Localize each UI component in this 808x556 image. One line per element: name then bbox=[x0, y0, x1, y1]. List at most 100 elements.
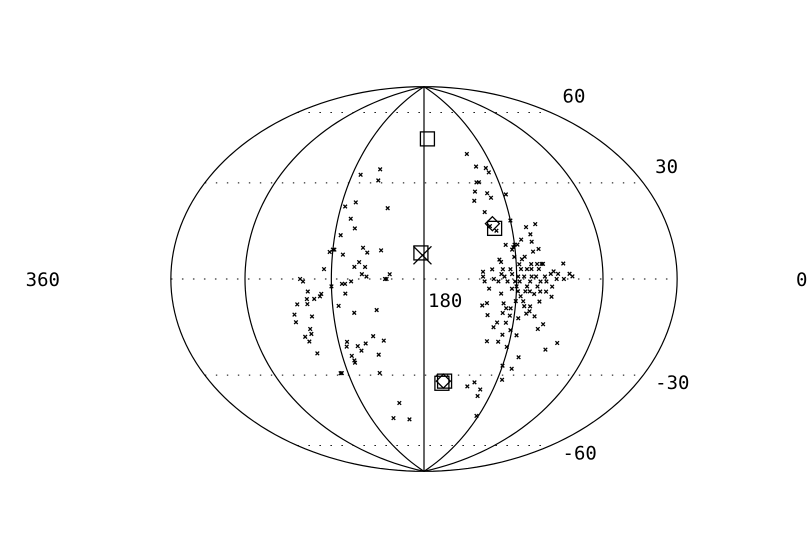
point-x-small-9 bbox=[472, 198, 477, 204]
point-x-small-59 bbox=[512, 279, 518, 284]
point-x-small-115 bbox=[516, 355, 521, 360]
point-x-small-56 bbox=[538, 279, 543, 284]
point-x-small-17 bbox=[321, 266, 327, 272]
point-x-small-113 bbox=[500, 363, 505, 368]
point-x-small-30 bbox=[300, 279, 306, 284]
point-x-small-108 bbox=[472, 380, 477, 385]
point-x-small-96 bbox=[540, 322, 546, 327]
point-x-small-22 bbox=[382, 276, 388, 282]
point-x-small-34 bbox=[518, 266, 524, 272]
point-x-small-44 bbox=[309, 331, 314, 337]
point-x-small-112 bbox=[474, 413, 479, 419]
point-x-small-65 bbox=[351, 310, 357, 316]
point-x-small-12 bbox=[364, 250, 370, 255]
tick-labels: 360 180 0 60 30 -30 -60 bbox=[26, 85, 808, 464]
point-x-small-43 bbox=[307, 326, 313, 332]
point-x-small-39 bbox=[548, 271, 554, 277]
point-x-small-118 bbox=[529, 239, 534, 244]
point-x-small-122 bbox=[503, 242, 508, 248]
point-square-3 bbox=[486, 220, 503, 237]
point-x-small-53 bbox=[554, 276, 559, 282]
point-x-small-56 bbox=[352, 360, 358, 365]
point-x-small-2 bbox=[342, 204, 348, 209]
point-x-small-48 bbox=[515, 274, 521, 279]
point-x-small-15 bbox=[362, 264, 368, 270]
point-x-small-84 bbox=[527, 304, 533, 309]
point-x-small-67 bbox=[509, 286, 515, 292]
point-x-small-35 bbox=[508, 266, 513, 272]
point-x-small-102 bbox=[485, 312, 490, 318]
point-x-large-0 bbox=[412, 245, 432, 265]
point-x-small-103 bbox=[535, 326, 541, 332]
point-diamond-0 bbox=[435, 373, 452, 390]
point-x-small-7 bbox=[503, 192, 509, 197]
point-x-small-53 bbox=[315, 351, 320, 356]
point-x-small-13 bbox=[360, 245, 366, 250]
point-x-small-81 bbox=[501, 301, 506, 306]
point-square-0 bbox=[419, 131, 436, 147]
point-x-small-40 bbox=[555, 271, 561, 277]
point-x-small-51 bbox=[359, 348, 364, 353]
point-x-small-109 bbox=[465, 384, 470, 389]
point-x-small-64 bbox=[363, 341, 368, 346]
point-x-small-58 bbox=[517, 279, 522, 284]
point-x-small-6 bbox=[472, 189, 478, 194]
point-x-small-25 bbox=[498, 259, 504, 265]
point-x-small-33 bbox=[317, 294, 323, 299]
point-x-small-48 bbox=[370, 333, 376, 339]
point-x-small-107 bbox=[499, 377, 505, 383]
point-x-small-82 bbox=[484, 300, 490, 306]
point-x-small-0 bbox=[464, 151, 470, 157]
lat-label--30: -30 bbox=[655, 372, 689, 394]
point-x-small-74 bbox=[498, 291, 504, 296]
point-x-small-79 bbox=[520, 298, 526, 304]
point-x-small-32 bbox=[529, 266, 534, 272]
point-x-small-77 bbox=[518, 293, 523, 299]
point-x-small-30 bbox=[517, 261, 522, 267]
point-x-small-123 bbox=[484, 191, 490, 196]
point-x-small-62 bbox=[381, 338, 387, 343]
point-x-small-70 bbox=[537, 289, 543, 294]
point-x-small-31 bbox=[536, 266, 542, 272]
point-x-small-38 bbox=[294, 302, 300, 307]
point-x-small-85 bbox=[521, 303, 527, 309]
meridian-360 bbox=[170, 86, 425, 472]
point-x-small-98 bbox=[543, 347, 548, 352]
point-x-small-50 bbox=[502, 274, 507, 279]
point-x-small-121 bbox=[570, 274, 575, 279]
point-x-small-97 bbox=[554, 340, 560, 346]
point-x-small-7 bbox=[338, 232, 343, 238]
meridian-240 bbox=[330, 86, 425, 472]
point-x-small-76 bbox=[531, 291, 537, 297]
point-x-small-95 bbox=[527, 309, 532, 314]
point-x-small-94 bbox=[532, 314, 537, 319]
point-x-small-3 bbox=[377, 167, 383, 172]
point-x-small-86 bbox=[508, 306, 513, 311]
point-x-small-50 bbox=[344, 344, 349, 349]
point-diamond-1 bbox=[484, 215, 501, 232]
point-x-small-47 bbox=[374, 307, 379, 313]
point-square-1 bbox=[436, 373, 453, 389]
point-x-small-99 bbox=[508, 327, 513, 333]
point-x-small-5 bbox=[348, 216, 354, 221]
point-x-small-17 bbox=[512, 242, 517, 247]
point-x-small-46 bbox=[529, 274, 534, 279]
point-x-small-90 bbox=[503, 320, 509, 326]
point-x-small-117 bbox=[536, 246, 541, 252]
point-x-small-93 bbox=[507, 313, 513, 318]
point-x-small-68 bbox=[486, 286, 492, 291]
point-x-small-69 bbox=[543, 289, 549, 294]
point-x-small-87 bbox=[503, 305, 509, 311]
point-x-small-58 bbox=[377, 370, 382, 376]
point-x-small-20 bbox=[530, 249, 536, 254]
point-x-small-120 bbox=[561, 261, 566, 266]
point-x-small-36 bbox=[500, 267, 506, 272]
graticule bbox=[170, 86, 678, 472]
meridian-120 bbox=[423, 86, 518, 472]
point-x-small-1 bbox=[353, 200, 359, 205]
point-x-small-1 bbox=[473, 164, 479, 169]
point-x-small-25 bbox=[348, 279, 354, 284]
point-x-small-35 bbox=[343, 291, 348, 296]
point-x-small-37 bbox=[489, 267, 495, 272]
point-x-small-37 bbox=[304, 296, 310, 302]
